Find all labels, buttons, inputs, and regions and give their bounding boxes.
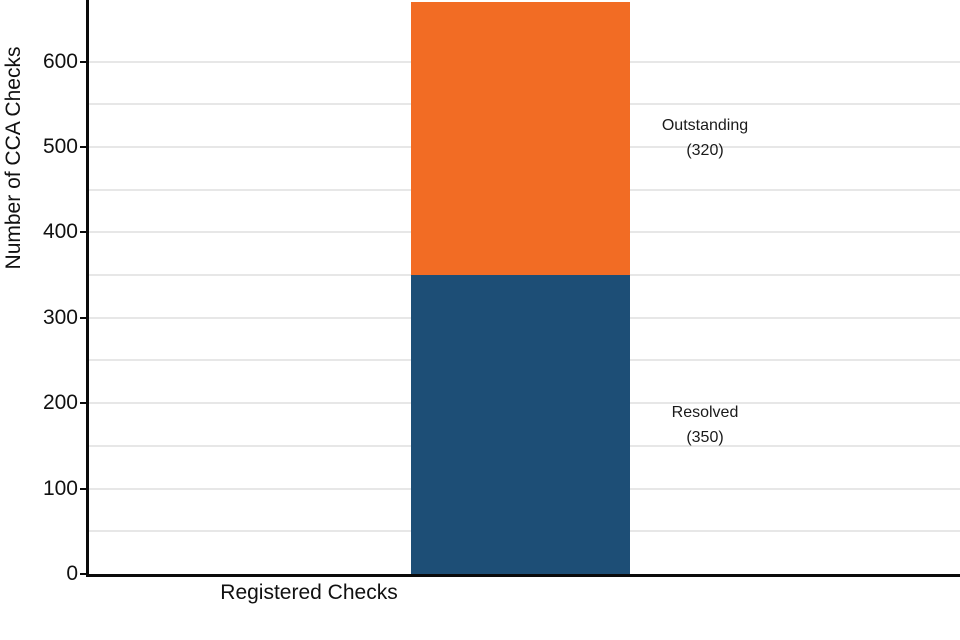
y-tick-mark bbox=[80, 487, 86, 490]
annotation-label: Outstanding bbox=[661, 117, 749, 135]
y-tick-mark bbox=[80, 573, 86, 575]
y-tick-label: 100 bbox=[42, 476, 78, 500]
x-axis-label: Registered Checks bbox=[220, 581, 398, 604]
bar-segment-resolved bbox=[411, 275, 630, 574]
y-tick-label: 300 bbox=[42, 305, 78, 329]
y-tick-label: 500 bbox=[42, 134, 78, 158]
y-tick-label: 0 bbox=[66, 562, 78, 585]
annotation-resolved: Resolved (350) bbox=[620, 400, 790, 450]
x-axis-line bbox=[86, 574, 960, 577]
y-axis-line bbox=[86, 0, 89, 577]
annotation-label: Resolved bbox=[671, 403, 739, 421]
y-tick-mark bbox=[80, 231, 86, 234]
y-tick-label: 200 bbox=[42, 391, 78, 415]
y-tick-mark bbox=[80, 316, 86, 319]
plot-area: Resolved (350) Outstanding (320) bbox=[89, 0, 960, 574]
bar-segment-outstanding bbox=[411, 1, 630, 276]
annotation-value: (350) bbox=[686, 428, 724, 446]
y-tick-mark bbox=[80, 145, 86, 148]
annotation-outstanding: Outstanding (320) bbox=[620, 113, 790, 163]
y-tick-mark bbox=[80, 60, 86, 63]
y-tick-label: 600 bbox=[42, 49, 78, 73]
annotation-value: (320) bbox=[686, 142, 724, 160]
y-axis-tick-labels: 0 100 200 300 400 500 600 bbox=[0, 0, 78, 586]
y-tick-mark bbox=[80, 402, 86, 405]
y-tick-label: 400 bbox=[42, 220, 78, 244]
